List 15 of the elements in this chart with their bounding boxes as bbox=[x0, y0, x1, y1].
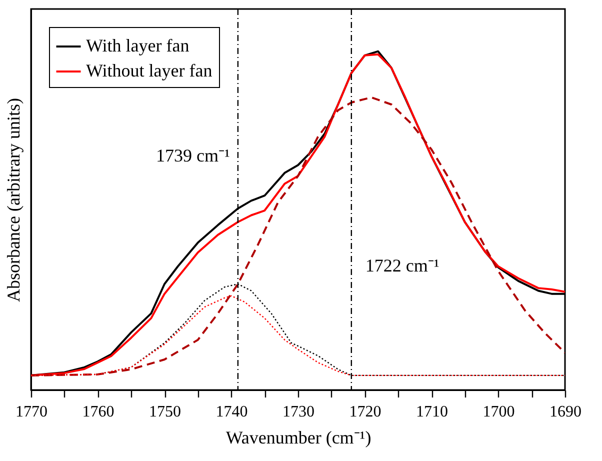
x-axis-title: Wavenumber (cm⁻¹) bbox=[226, 428, 372, 448]
legend-label: With layer fan bbox=[86, 36, 190, 56]
x-tick-label: 1740 bbox=[216, 404, 248, 420]
annotation: 1722 cm⁻¹ bbox=[365, 255, 440, 276]
x-tick-label: 1750 bbox=[149, 404, 181, 420]
y-axis-title: Absorbance (arbitrary units) bbox=[4, 98, 24, 302]
annotation: 1739 cm⁻¹ bbox=[156, 145, 230, 166]
x-tick-label: 1690 bbox=[550, 404, 582, 420]
x-tick-label: 1730 bbox=[282, 404, 314, 420]
x-tick-label: 1700 bbox=[482, 404, 515, 420]
x-tick-label: 1710 bbox=[416, 404, 448, 420]
x-tick-label: 1720 bbox=[349, 404, 382, 420]
x-tick-label: 1770 bbox=[16, 404, 48, 420]
legend-label: Without layer fan bbox=[86, 60, 212, 80]
x-tick-label: 1760 bbox=[82, 404, 114, 420]
